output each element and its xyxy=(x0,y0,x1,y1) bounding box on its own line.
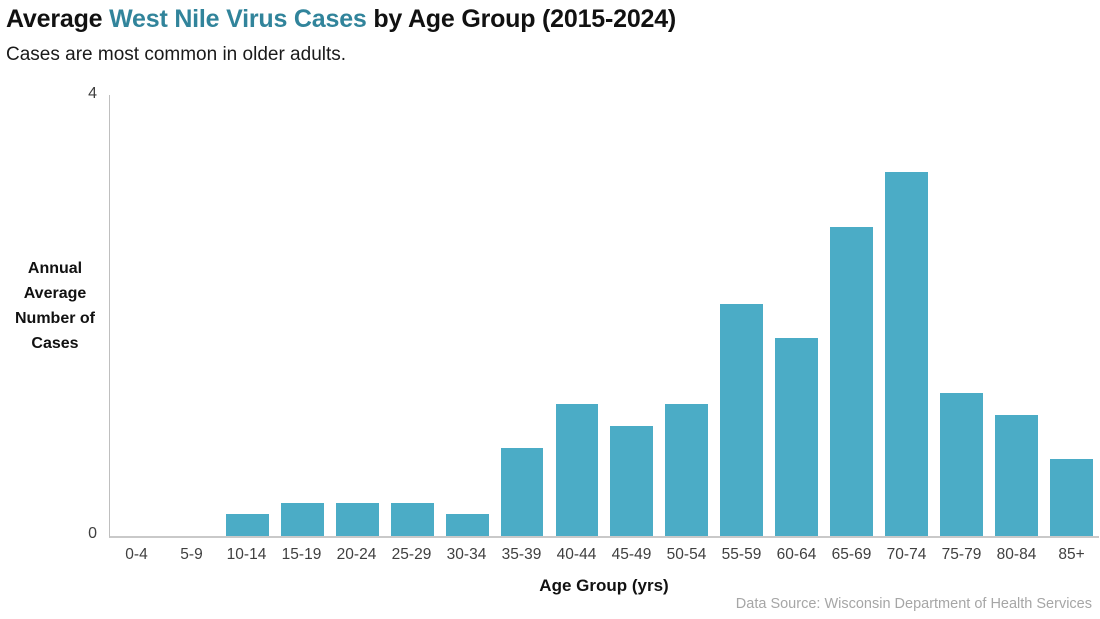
bar-slot xyxy=(769,95,824,536)
bar-70-74 xyxy=(885,172,929,536)
bar-slot xyxy=(604,95,659,536)
y-tick-max: 4 xyxy=(88,85,97,102)
bar-slot xyxy=(165,95,220,536)
bar-35-39 xyxy=(500,447,544,536)
bar-slot xyxy=(440,95,495,536)
bar-40-44 xyxy=(555,403,599,536)
bar-slot xyxy=(714,95,769,536)
x-tick-label: 85+ xyxy=(1058,546,1085,563)
x-axis-title: Age Group (yrs) xyxy=(539,576,669,595)
bar-slot xyxy=(989,95,1044,536)
bar-75-79 xyxy=(940,392,983,536)
y-axis-title: Annual Average Number of Cases xyxy=(8,256,102,356)
bar-50-54 xyxy=(665,403,709,536)
y-axis-title-line: Cases xyxy=(31,335,79,352)
x-tick-label: 50-54 xyxy=(666,546,707,563)
x-tick-label: 5-9 xyxy=(180,546,203,563)
bar-slot xyxy=(110,95,165,536)
bar-slot xyxy=(275,95,330,536)
bar-55-59 xyxy=(720,304,764,536)
x-tick-label: 30-34 xyxy=(446,546,487,563)
x-tick-label: 20-24 xyxy=(336,546,377,563)
bar-slot xyxy=(220,95,275,536)
bar-15-19 xyxy=(280,502,324,536)
x-tick-label: 80-84 xyxy=(996,546,1037,563)
bar-slot xyxy=(879,95,934,536)
bar-65-69 xyxy=(830,227,874,536)
y-axis-title-line: Annual xyxy=(27,260,83,277)
chart-subtitle: Cases are most common in older adults. xyxy=(6,44,347,65)
bar-30-34 xyxy=(445,513,489,536)
x-tick-label: 60-64 xyxy=(776,546,817,563)
bar-85+ xyxy=(1049,458,1093,536)
chart-title: Average West Nile Virus Cases by Age Gro… xyxy=(6,5,676,34)
x-tick-label: 70-74 xyxy=(886,546,927,563)
bar-25-29 xyxy=(390,502,434,536)
chart-title-prefix: Average xyxy=(6,5,110,33)
chart-title-suffix: by Age Group (2015-2024) xyxy=(366,5,677,33)
data-source-note: Data Source: Wisconsin Department of Hea… xyxy=(735,596,1092,612)
plot-area xyxy=(109,95,1099,538)
bars xyxy=(110,95,1099,536)
x-tick-label: 45-49 xyxy=(611,546,652,563)
bar-slot xyxy=(385,95,440,536)
bar-slot xyxy=(934,95,989,536)
x-labels: 0-4 5-9 10-14 15-19 20-24 25-29 30-34 35-39 40-4… xyxy=(109,546,1099,564)
x-tick-label: 0-4 xyxy=(125,546,148,563)
y-axis-title-line: Number of xyxy=(15,310,95,327)
x-tick-label: 15-19 xyxy=(281,546,322,563)
bar-45-49 xyxy=(610,425,654,536)
bar-slot xyxy=(824,95,879,536)
bar-10-14 xyxy=(225,513,269,536)
x-tick-label: 65-69 xyxy=(831,546,872,563)
x-tick-label: 40-44 xyxy=(556,546,597,563)
bar-20-24 xyxy=(335,502,379,536)
chart-title-highlight: West Nile Virus Cases xyxy=(109,5,367,33)
y-axis-title-line: Average xyxy=(23,285,87,302)
x-tick-label: 35-39 xyxy=(501,546,542,563)
bar-slot xyxy=(1044,95,1099,536)
x-tick-label: 25-29 xyxy=(391,546,432,563)
bar-slot xyxy=(659,95,714,536)
bar-80-84 xyxy=(995,414,1038,536)
x-tick-label: 55-59 xyxy=(721,546,762,563)
bar-60-64 xyxy=(775,337,819,536)
x-tick-label: 75-79 xyxy=(941,546,982,563)
x-tick-label: 10-14 xyxy=(226,546,267,563)
bar-slot xyxy=(330,95,385,536)
y-tick-min: 0 xyxy=(88,525,97,542)
bar-slot xyxy=(550,95,605,536)
bar-slot xyxy=(495,95,550,536)
